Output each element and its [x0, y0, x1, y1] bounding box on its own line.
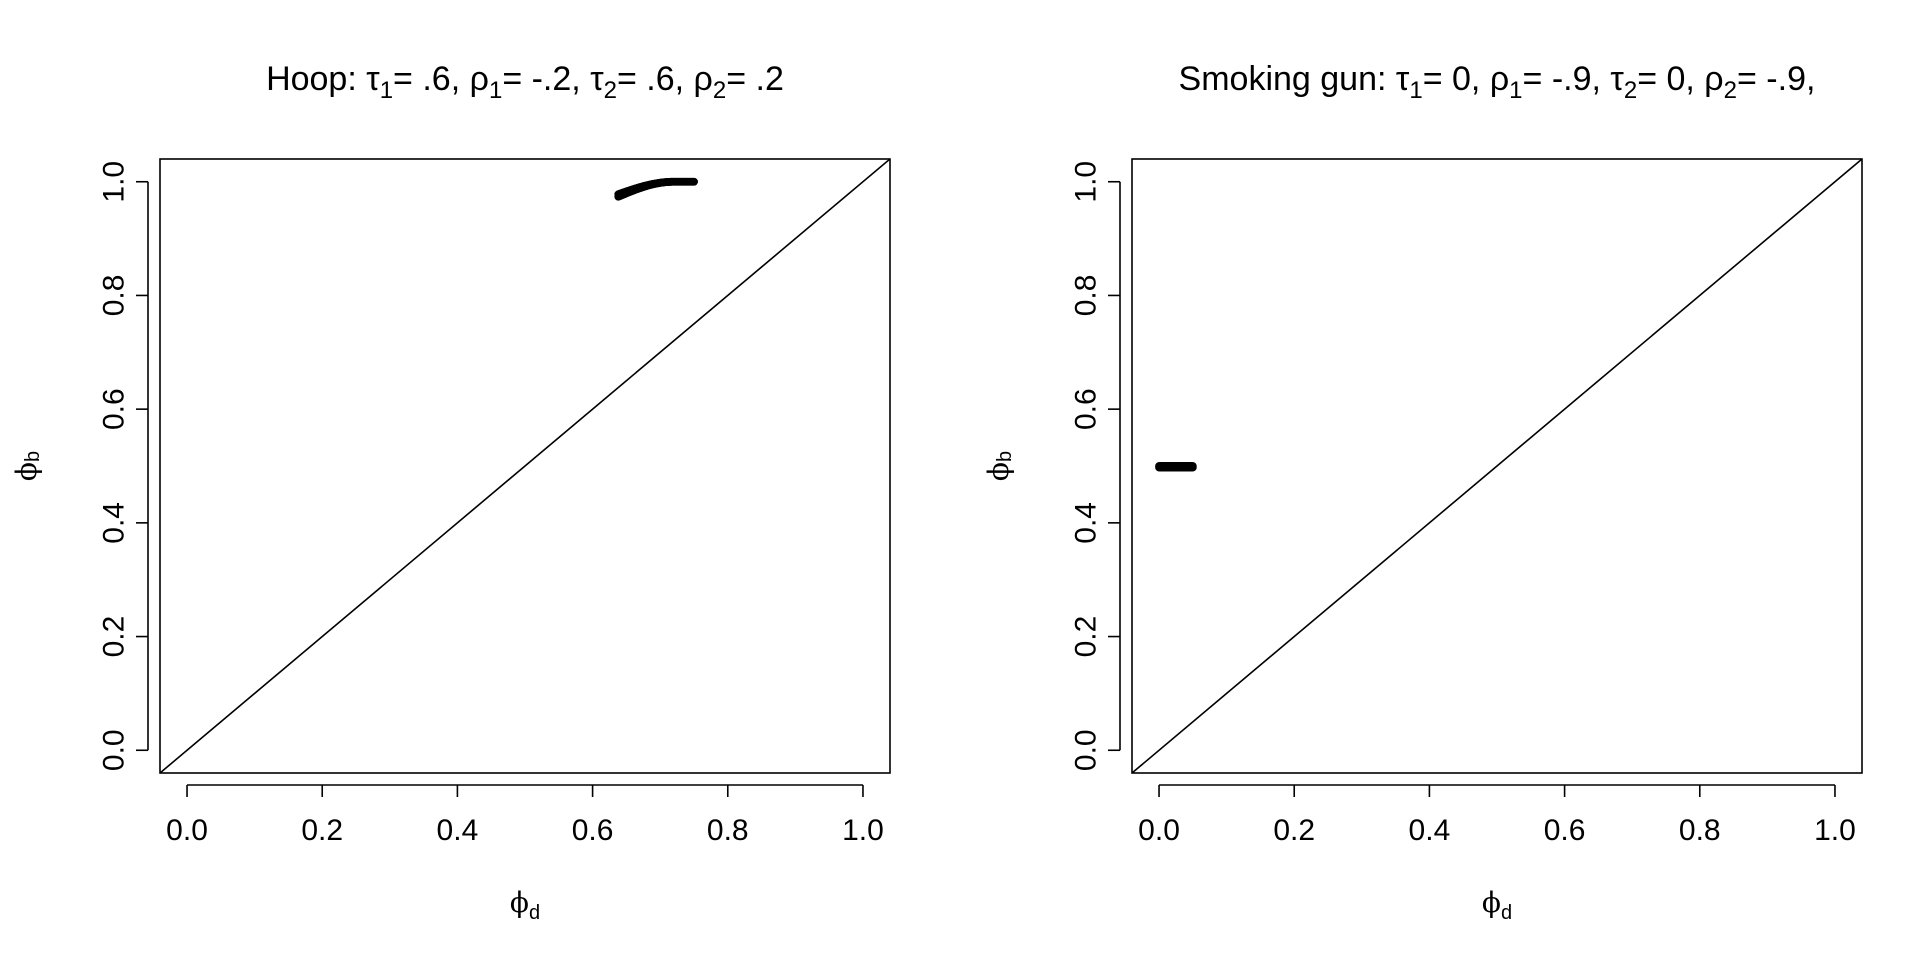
y-tick-label: 1.0: [1070, 161, 1103, 203]
x-tick-label: 0.2: [301, 814, 343, 847]
data-point: [1188, 463, 1197, 472]
x-tick-label: 0.8: [1679, 814, 1721, 847]
plot-frame: [1131, 158, 1863, 774]
y-tick-label: 0.6: [98, 388, 131, 430]
x-tick-label: 1.0: [1814, 814, 1856, 847]
x-tick-label: 0.8: [707, 814, 749, 847]
x-tick-label: 0.0: [1138, 814, 1180, 847]
data-point: [690, 177, 698, 186]
plot-frame: [159, 158, 891, 774]
x-axis-label: ϕd: [1482, 886, 1512, 924]
chart-title: Hoop: τ1= .6, ρ1= -.2, τ2= .6, ρ2= .2: [266, 60, 784, 104]
y-tick-label: 0.8: [1070, 275, 1103, 317]
y-tick-label: 0.2: [1070, 616, 1103, 658]
x-tick-label: 0.0: [166, 814, 208, 847]
y-tick-label: 0.0: [98, 729, 131, 771]
x-tick-label: 0.2: [1273, 814, 1315, 847]
y-tick-label: 0.4: [1070, 502, 1103, 544]
reference-line: [1131, 158, 1863, 774]
reference-line: [159, 158, 891, 774]
x-tick-label: 0.6: [572, 814, 614, 847]
x-tick-label: 0.4: [1409, 814, 1451, 847]
chart-title: Smoking gun: τ1= 0, ρ1= -.9, τ2= 0, ρ2= …: [1179, 60, 1816, 104]
y-axis-label: ϕb: [10, 451, 45, 481]
x-tick-label: 1.0: [842, 814, 884, 847]
y-tick-label: 0.4: [98, 502, 131, 544]
y-tick-label: 1.0: [98, 161, 131, 203]
y-tick-label: 0.8: [98, 275, 131, 317]
chart-panel-2: Smoking gun: τ1= 0, ρ1= -.9, τ2= 0, ρ2= …: [982, 60, 1863, 924]
x-axis-label: ϕd: [510, 886, 540, 924]
y-tick-label: 0.6: [1070, 388, 1103, 430]
chart-panel-1: Hoop: τ1= .6, ρ1= -.2, τ2= .6, ρ2= .2 0.0…: [10, 60, 891, 924]
y-axis-label: ϕb: [982, 451, 1017, 481]
y-tick-label: 0.0: [1070, 729, 1103, 771]
x-tick-label: 0.6: [1544, 814, 1586, 847]
y-tick-label: 0.2: [98, 616, 131, 658]
x-tick-label: 0.4: [437, 814, 479, 847]
